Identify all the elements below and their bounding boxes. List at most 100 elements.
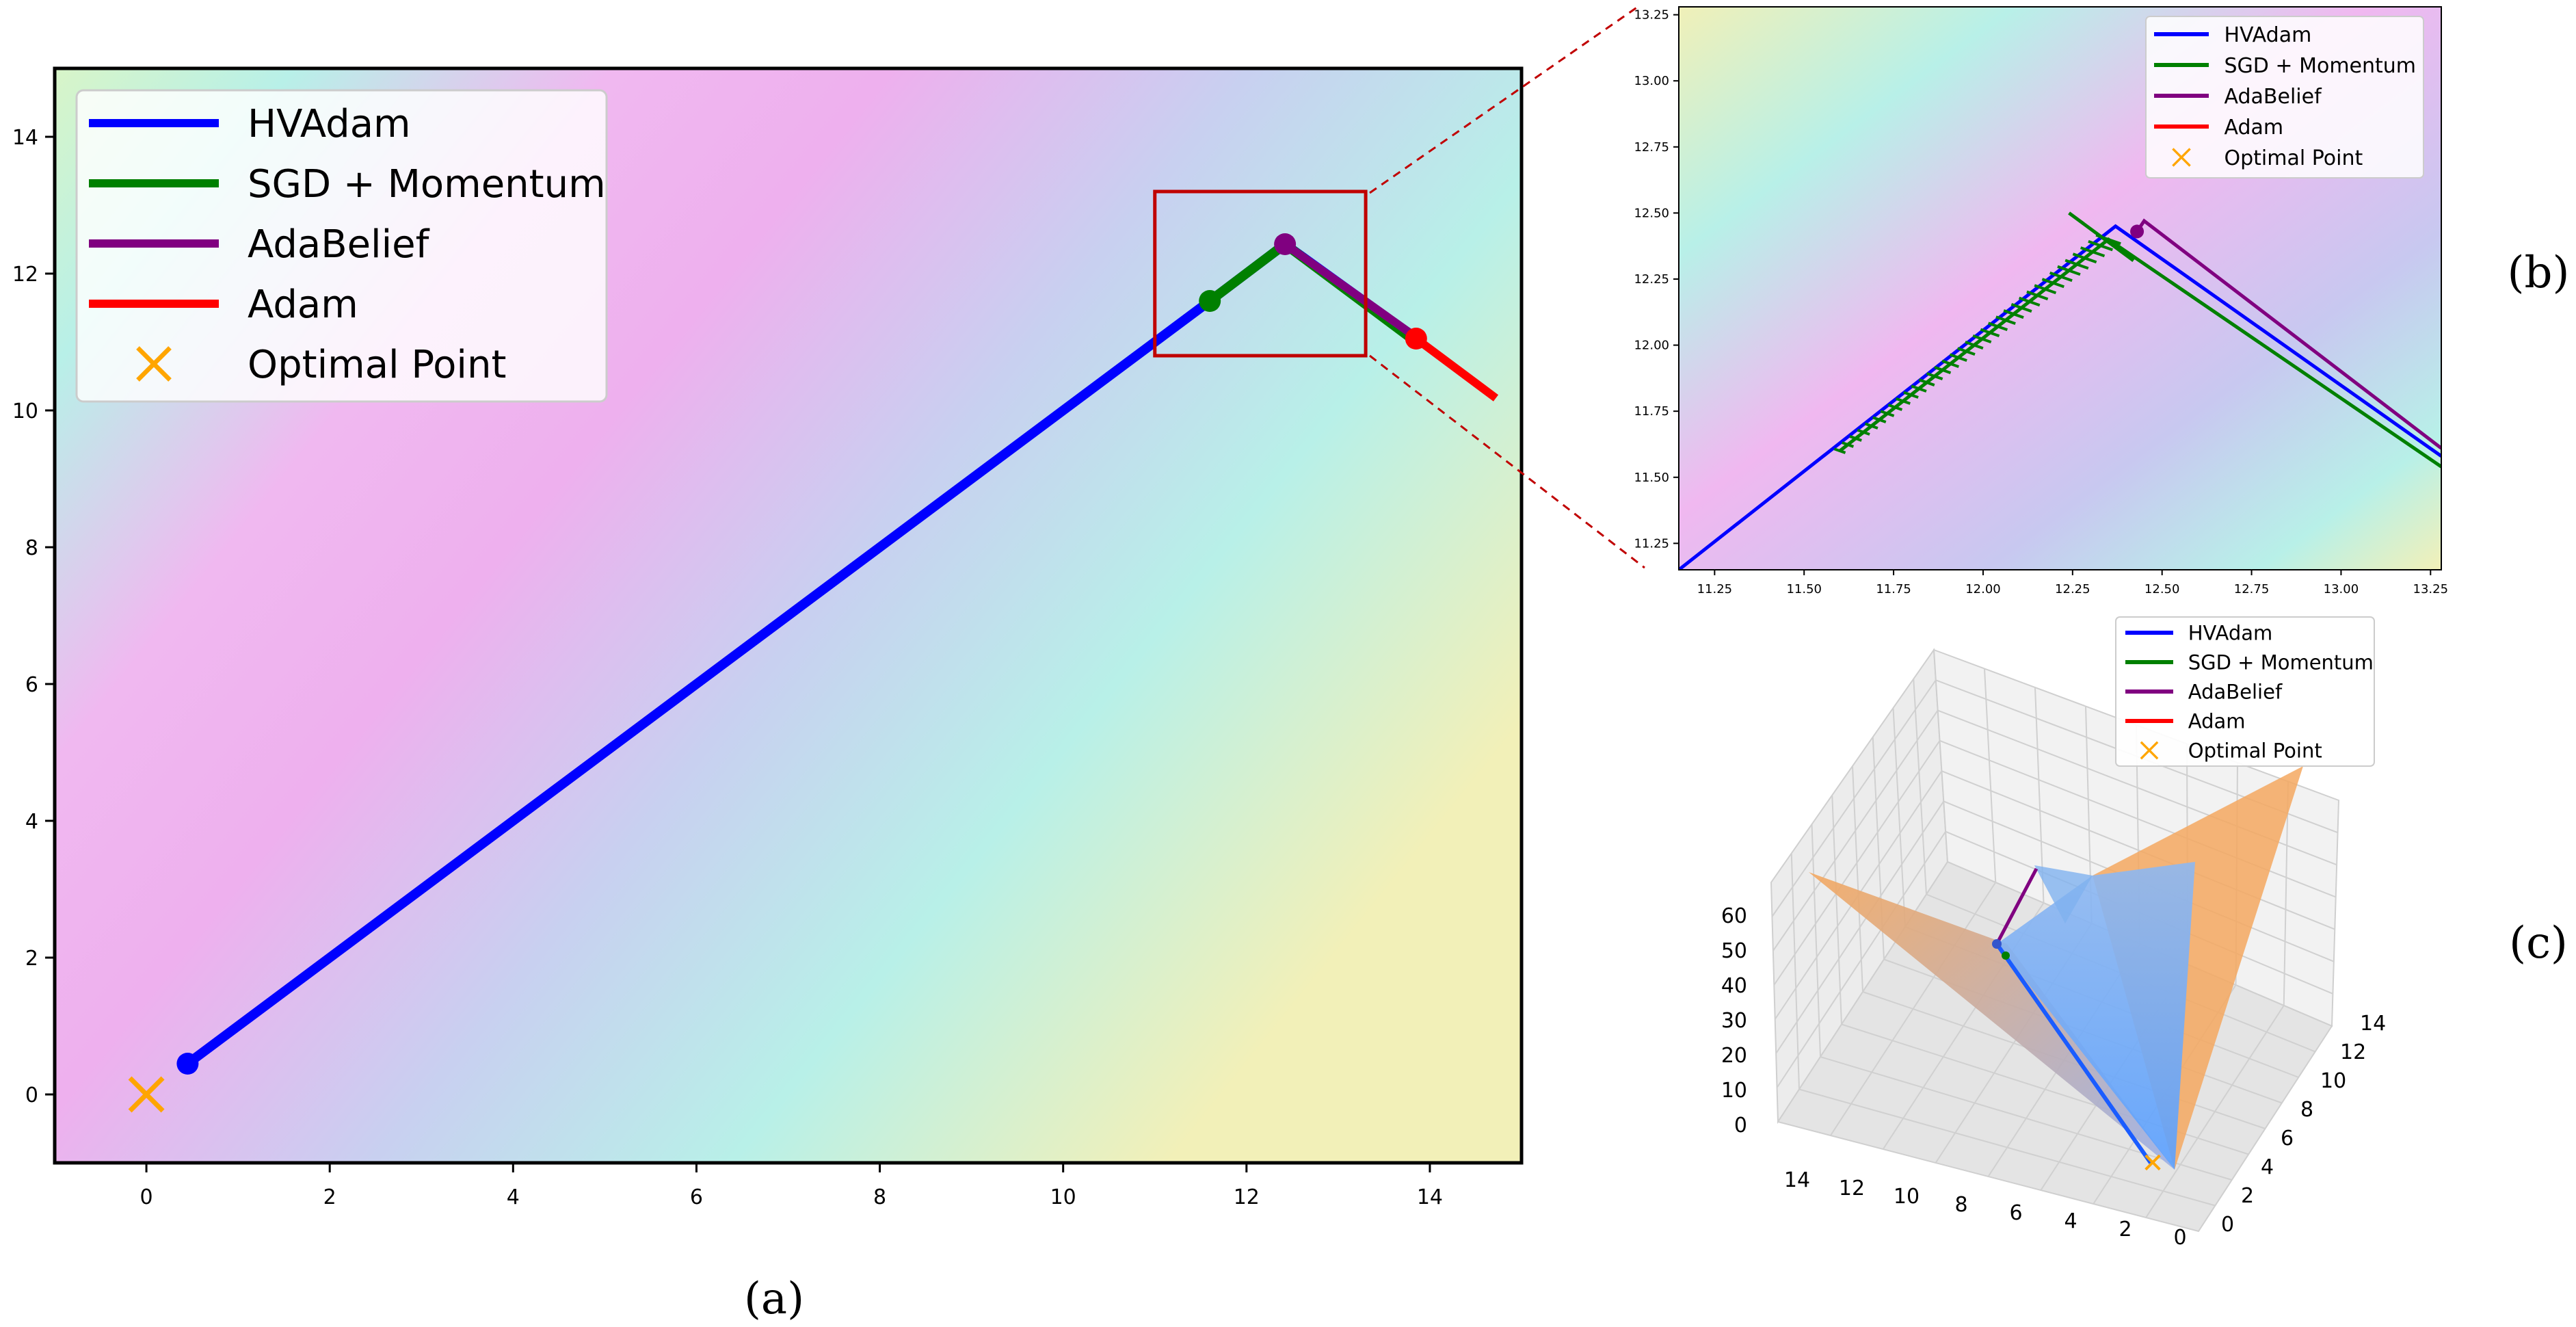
panel-a-frame [53,66,1524,1165]
y-tick-label: 8 [2300,1098,2313,1122]
legend-box [2145,16,2424,179]
b-hvadam-path [1679,224,2441,570]
b-legend-item-hvadam: HVAdam [2154,23,2311,47]
surface-orange-right [2093,766,2303,1170]
x-tick-label: 0 [140,1185,153,1209]
x-tick-label: 11.25 [1697,582,1733,596]
y-tick-label: 4 [2261,1155,2274,1179]
a-legend-item-adabelief: AdaBelief [89,222,430,267]
y-tick-label: 6 [25,673,38,697]
panel-a-x-axis: 0 2 4 6 8 10 12 14 [140,1163,1443,1209]
x-tick-label: 12 [1234,1185,1260,1209]
x-tick-label: 8 [1954,1193,1967,1217]
surface-orange-left [1809,872,2175,1170]
y-tick-label: 4 [25,810,38,834]
b-legend-item-adam: Adam [2154,116,2283,140]
x-tick-label: 6 [2009,1201,2022,1225]
a-adabelief-end-marker [1274,233,1297,255]
y-tick-label: 14 [2360,1012,2386,1036]
z-tick-label: 60 [1721,904,1747,928]
zoom-box [1153,189,1368,358]
x-tick-label: 14 [1417,1185,1443,1209]
b-legend-item-adabelief: AdaBelief [2154,85,2322,109]
y-tick-label: 2 [25,947,38,971]
surface-blue-top [2034,865,2093,923]
z-tick-label: 50 [1721,939,1747,963]
x-tick-label: 2 [323,1185,336,1209]
a-adabelief-path [1282,241,1419,341]
panel-b-x-axis: 11.25 11.50 11.75 12.00 12.25 12.50 12.75 13.00… [1697,570,2448,596]
y-tick-label: 10 [12,399,38,423]
x-tick-label: 8 [873,1185,886,1209]
y-tick-label: 12 [2340,1040,2366,1064]
c-legend-item-hvadam: HVAdam [2125,621,2272,644]
y-tick-label: 12 [12,263,38,287]
x-tick-label: 10 [1050,1185,1076,1209]
a-sgd-momentum-end-marker [1199,290,1221,312]
panel-a-legend: HVAdam SGD + Momentum AdaBelief Adam Optimal… [75,89,608,403]
legend-label: SGD + Momentum [2188,651,2374,674]
c-legend-item-adabelief: AdaBelief [2125,680,2283,703]
legend-label: Optimal Point [2225,146,2363,170]
b-sgd-oscillation [1833,211,2135,454]
legend-label: Adam [248,283,358,327]
y-tick-label: 14 [12,126,38,150]
legend-label: HVAdam [2225,23,2312,47]
x-tick-label: 12.50 [2145,582,2180,596]
legend-label: HVAdam [2188,621,2273,644]
y-tick-label: 8 [25,536,38,560]
caption-c: (c) [2509,918,2568,969]
caption-a: (a) [744,1274,804,1324]
panel-c-legend: HVAdam SGD + Momentum AdaBelief Adam Optimal… [2115,616,2375,767]
z-tick-label: 30 [1721,1009,1747,1033]
y-tick-label: 13.25 [1634,8,1669,23]
a-legend-item-adam: Adam [89,283,358,327]
x-tick-label: 0 [2173,1226,2186,1250]
x-tick-label: 11.50 [1786,582,1822,596]
x-tick-label: 4 [2064,1209,2077,1233]
y-tick-label: 11.25 [1634,536,1669,551]
legend-label: AdaBelief [2188,680,2283,703]
x-tick-label: 10 [1894,1185,1920,1209]
y-tick-label: 12.50 [1634,206,1669,220]
c-hvadam-marker [1992,939,2002,949]
legend-box [75,89,608,403]
c-hvadam-path [1995,943,2153,1164]
x-tick-label: 2 [2119,1218,2132,1241]
a-optimal-point-marker [128,1076,165,1113]
x-tick-label: 12.25 [2055,582,2090,596]
b-legend-item-optimal-point: Optimal Point [2172,146,2363,170]
panel-a-y-axis: 0 2 4 6 8 10 12 14 [12,126,55,1107]
y-tick-label: 6 [2281,1127,2294,1151]
x-tick-label: 12 [1839,1177,1865,1200]
x-tick-label: 12.75 [2234,582,2270,596]
legend-label: Adam [2225,116,2284,140]
legend-label: SGD + Momentum [248,162,606,207]
y-tick-label: 12.25 [1634,272,1669,287]
panel-c-x-axis: 14 12 10 8 6 4 2 0 [1784,1168,2187,1250]
z-tick-label: 20 [1721,1044,1747,1068]
x-tick-label: 14 [1784,1168,1810,1192]
x-tick-label: 13.25 [2413,582,2449,596]
c-optimal-point: ✕ [2141,1148,2164,1179]
x-tick-label: 6 [690,1185,703,1209]
c-legend-item-optimal-point: Optimal Point [2140,739,2322,762]
x-tick-label: 13.00 [2324,582,2359,596]
z-tick-label: 0 [1734,1114,1747,1138]
legend-label: SGD + Momentum [2225,54,2417,78]
panel-c-z-axis: 0 10 20 30 40 50 60 [1721,904,1747,1138]
panel-b: 11.25 11.50 11.75 12.00 12.25 12.50 12.75 13.00… [1634,6,2569,596]
a-legend-item-sgd-momentum: SGD + Momentum [89,162,606,207]
x-tick-label: 12.00 [1965,582,2001,596]
zoom-connector-bottom [1369,354,1645,569]
surface-blue [1997,862,2195,1170]
legend-box [2115,616,2375,767]
c-adabelief-path [1995,867,2039,945]
a-adam-path [1413,335,1499,402]
y-tick-label: 13.00 [1634,74,1669,88]
y-tick-label: 12.00 [1634,339,1669,353]
panel-b-y-axis: 11.25 11.50 11.75 12.00 12.25 12.50 12.75 13.00… [1634,8,1679,551]
y-tick-label: 2 [2241,1184,2254,1208]
